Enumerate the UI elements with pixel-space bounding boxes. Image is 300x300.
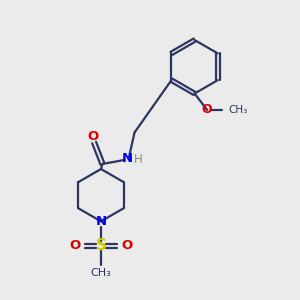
Text: N: N (122, 152, 133, 165)
Text: O: O (202, 103, 212, 116)
Text: O: O (70, 239, 81, 252)
Text: H: H (134, 153, 142, 166)
Text: N: N (95, 215, 106, 228)
Text: O: O (87, 130, 98, 142)
Text: O: O (121, 239, 132, 252)
Text: CH₃: CH₃ (91, 268, 111, 278)
Text: S: S (95, 238, 106, 253)
Text: CH₃: CH₃ (229, 105, 248, 115)
